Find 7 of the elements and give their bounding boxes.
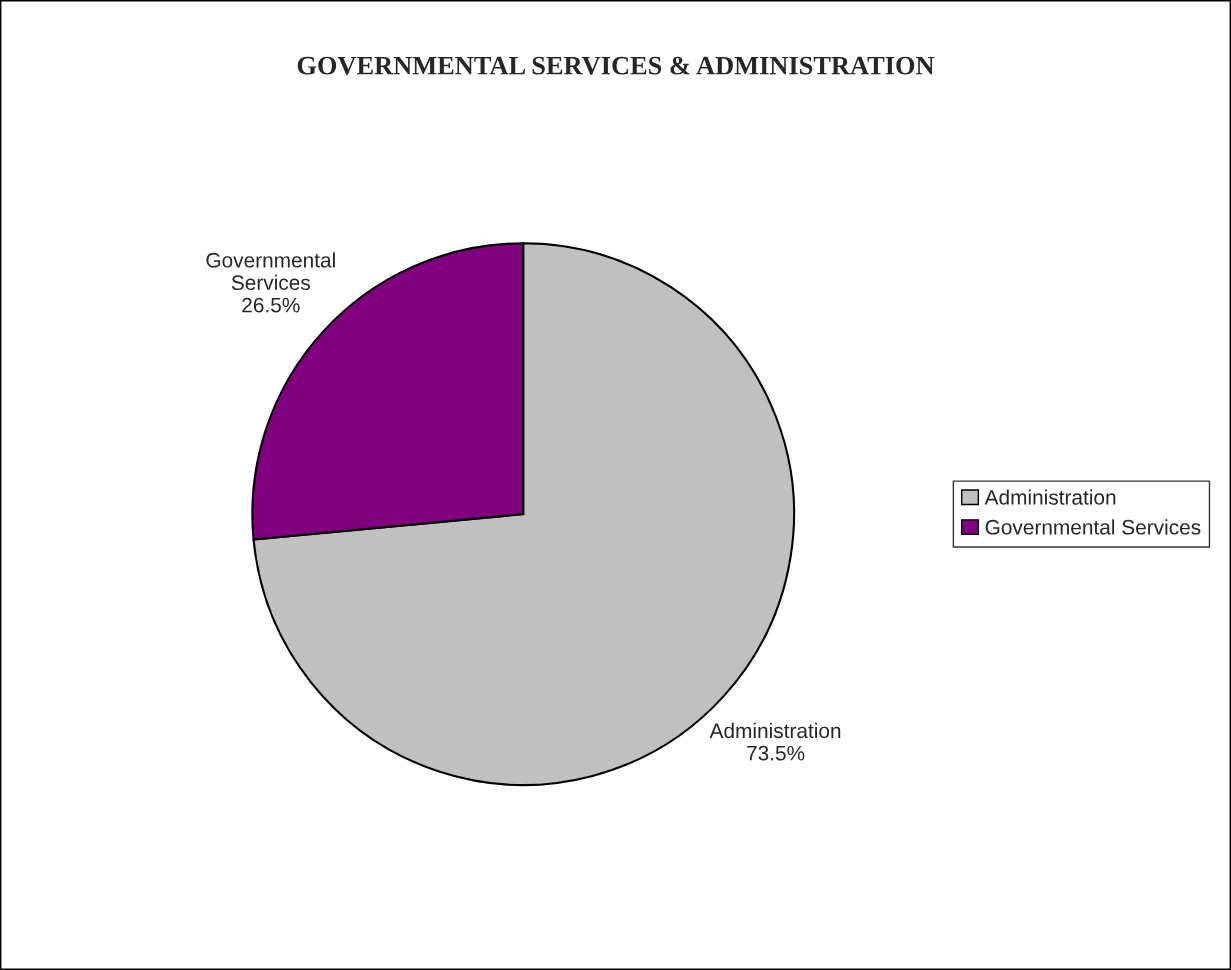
legend-label: Governmental Services bbox=[985, 519, 1201, 535]
data-label: 26.5% bbox=[242, 297, 300, 313]
chart-title: GOVERNMENTAL SERVICES & ADMINISTRATION bbox=[297, 56, 935, 75]
slice-label: Administration bbox=[709, 722, 841, 739]
slice-label: Governmental Services bbox=[206, 252, 335, 291]
data-label: 73.5% bbox=[747, 745, 805, 761]
legend-label: Administration bbox=[984, 489, 1116, 505]
